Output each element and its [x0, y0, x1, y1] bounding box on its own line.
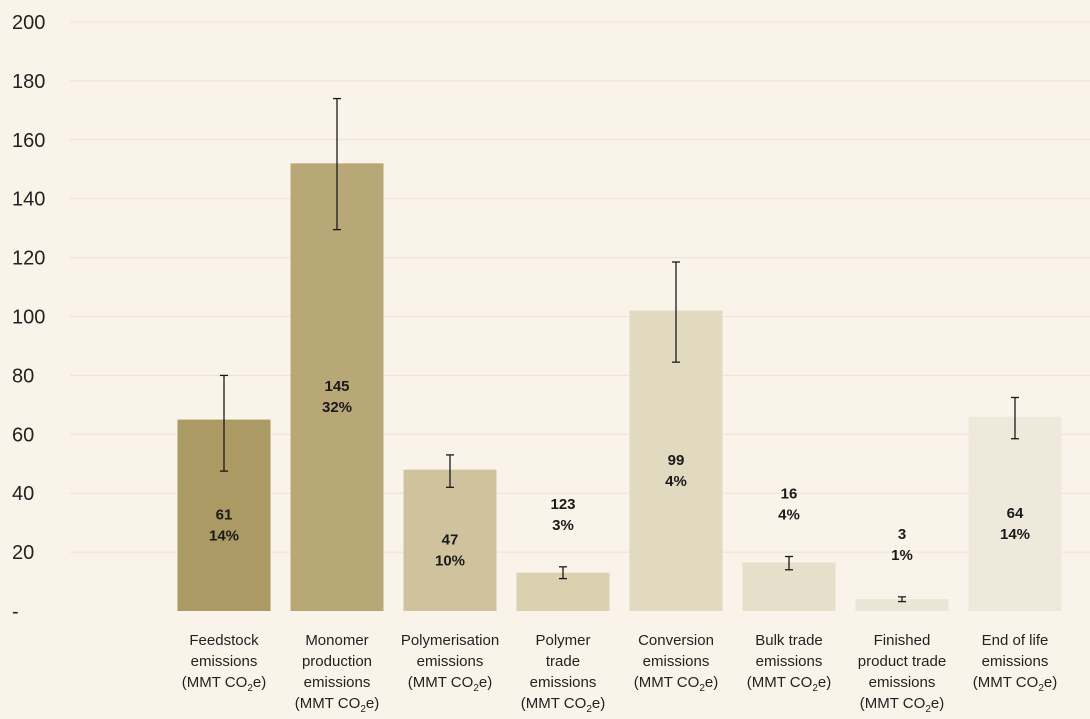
error-bar [446, 454, 454, 488]
share-label: 3% [552, 517, 574, 534]
y-tick-label: 20 [12, 542, 34, 564]
share-label: 4% [778, 507, 800, 524]
bar [968, 416, 1062, 611]
category-label-rest: e) [1044, 674, 1057, 691]
category-label: Polymerisation emissions (MMT CO2e) [401, 632, 499, 694]
bars [177, 163, 1062, 612]
error-bar [672, 261, 680, 363]
bar [403, 469, 497, 611]
share-label: 14% [209, 527, 239, 544]
subscript: 2 [247, 683, 253, 694]
y-tick-label: 40 [12, 483, 34, 505]
category-label-rest: e) [592, 695, 605, 712]
category-label: End of life emissions (MMT CO2e) [973, 632, 1057, 694]
bar [290, 163, 384, 612]
y-tick-label: - [12, 601, 19, 623]
y-tick-label: 100 [12, 307, 45, 329]
category-label-line: emissions [417, 653, 484, 670]
category-label-line: (MMT CO2e) [408, 674, 492, 694]
error-bar [220, 374, 228, 472]
category-label-line: emissions [756, 653, 823, 670]
category-label: Polymer trade emissions (MMT CO2e) [521, 632, 605, 715]
category-label-line: (MMT CO2e) [182, 674, 266, 694]
category-label-line: Finished [874, 632, 931, 649]
category-label-line: Polymerisation [401, 632, 499, 649]
category-label-line: emissions [982, 653, 1049, 670]
value-label: 3 [898, 526, 906, 543]
category-label: Finished product trade emissions (MMT CO2e) [858, 632, 946, 715]
category-label-line: Conversion [638, 632, 714, 649]
category-label-line: emissions [304, 674, 371, 691]
error-bar [559, 566, 567, 580]
category-label-line: End of life [982, 632, 1049, 649]
value-label: 16 [781, 486, 798, 503]
subscript: 2 [586, 704, 592, 715]
data-labels: 61 14% 145 32% 47 10% 123 3% 99 4% 16 4% 3 1% 64 14% [209, 378, 1030, 569]
category-label-rest: e) [818, 674, 831, 691]
subscript: 2 [360, 704, 366, 715]
category-label-line: product trade [858, 653, 946, 670]
category-label-rest: e) [705, 674, 718, 691]
bar [742, 562, 836, 611]
error-bar [785, 555, 793, 571]
y-tick-label: 160 [12, 130, 45, 152]
x-axis-categories: Feedstock emissions (MMT CO2e) Monomer produ… [182, 632, 1057, 715]
category-label: Feedstock emissions (MMT CO2e) [182, 632, 266, 694]
category-label-rest: e) [366, 695, 379, 712]
share-label: 4% [665, 473, 687, 490]
share-label: 1% [891, 547, 913, 564]
share-label: 10% [435, 552, 465, 569]
category-label-line: (MMT CO2e) [860, 695, 944, 715]
category-label-line: emissions [643, 653, 710, 670]
category-label-line: production [302, 653, 372, 670]
category-label-rest: e) [253, 674, 266, 691]
category-label-line: (MMT CO2e) [521, 695, 605, 715]
category-label: Bulk trade emissions (MMT CO2e) [747, 632, 831, 694]
category-label-line: emissions [869, 674, 936, 691]
category-label-rest: e) [931, 695, 944, 712]
share-label: 32% [322, 399, 352, 416]
category-label-line: (MMT CO2e) [634, 674, 718, 694]
category-label-line: Polymer [535, 632, 590, 649]
category-label-line: (MMT CO2e) [747, 674, 831, 694]
subscript: 2 [925, 704, 931, 715]
value-label: 64 [1007, 505, 1024, 522]
category-label-line: (MMT CO2e) [295, 695, 379, 715]
category-label-line: emissions [530, 674, 597, 691]
category-label-line: emissions [191, 653, 258, 670]
category-label: Conversion emissions (MMT CO2e) [634, 632, 718, 694]
category-label-line: Bulk trade [755, 632, 823, 649]
value-label: 145 [324, 378, 349, 395]
share-label: 14% [1000, 526, 1030, 543]
error-bars [220, 97, 1019, 603]
subscript: 2 [699, 683, 705, 694]
error-bar [333, 97, 341, 231]
subscript: 2 [812, 683, 818, 694]
value-label: 61 [216, 506, 233, 523]
category-label-rest: e) [479, 674, 492, 691]
y-tick-label: 180 [12, 71, 45, 93]
y-tick-label: 120 [12, 248, 45, 270]
value-label: 99 [668, 452, 685, 469]
value-label: 123 [550, 496, 575, 513]
y-axis-ticks: - 20 40 60 80 100 120 140 160 180 200 [12, 12, 45, 623]
error-bar [1011, 396, 1019, 440]
category-label-line: Feedstock [189, 632, 259, 649]
y-tick-label: 60 [12, 424, 34, 446]
category-label-line: (MMT CO2e) [973, 674, 1057, 694]
error-bar [898, 596, 906, 603]
subscript: 2 [1038, 683, 1044, 694]
category-label: Monomer production emissions (MMT CO2e) [295, 632, 379, 715]
value-label: 47 [442, 531, 459, 548]
bar [855, 599, 949, 611]
y-tick-label: 80 [12, 365, 34, 387]
category-label-line: trade [546, 653, 580, 670]
y-tick-label: 200 [12, 12, 45, 34]
subscript: 2 [473, 683, 479, 694]
category-label-line: Monomer [305, 632, 368, 649]
y-tick-label: 140 [12, 189, 45, 211]
